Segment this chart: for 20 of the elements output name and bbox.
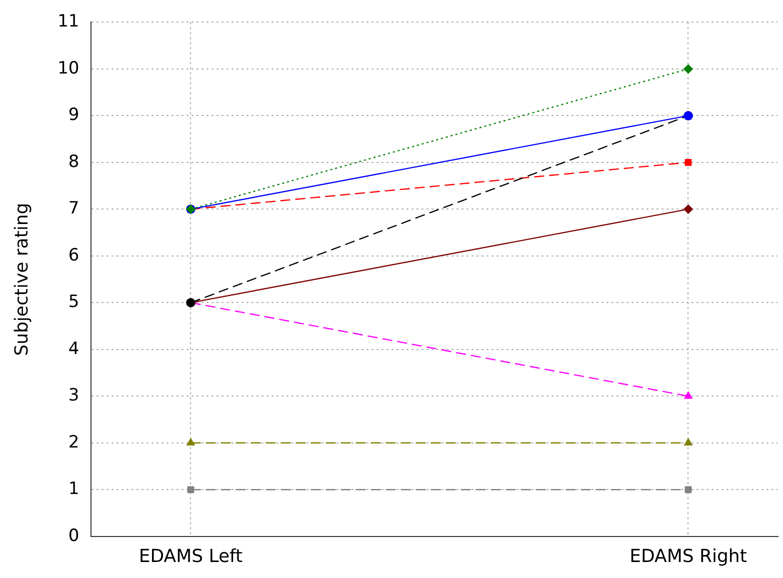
y-tick-label: 9 (68, 105, 80, 126)
x-tick-label: EDAMS Left (138, 546, 243, 567)
y-tick-label: 5 (68, 292, 80, 312)
point (684, 159, 692, 166)
point (187, 486, 194, 494)
point (684, 64, 693, 74)
y-tick-label: 11 (58, 12, 80, 32)
y-tick-label: 8 (68, 152, 80, 172)
y-tick-label: 1 (68, 479, 80, 500)
y-tick-label: 10 (58, 58, 80, 78)
y-tick-label: 0 (68, 526, 80, 546)
y-tick-label: 4 (68, 338, 80, 359)
y-axis-title: Subjective rating (11, 202, 32, 356)
y-tick-label: 6 (68, 245, 80, 266)
x-tick-label: EDAMS Right (630, 546, 747, 567)
point (684, 204, 693, 214)
y-tick-label: 2 (68, 432, 80, 452)
y-tick-label: 3 (68, 386, 80, 406)
point (684, 486, 692, 494)
y-tick-label: 7 (68, 198, 80, 219)
